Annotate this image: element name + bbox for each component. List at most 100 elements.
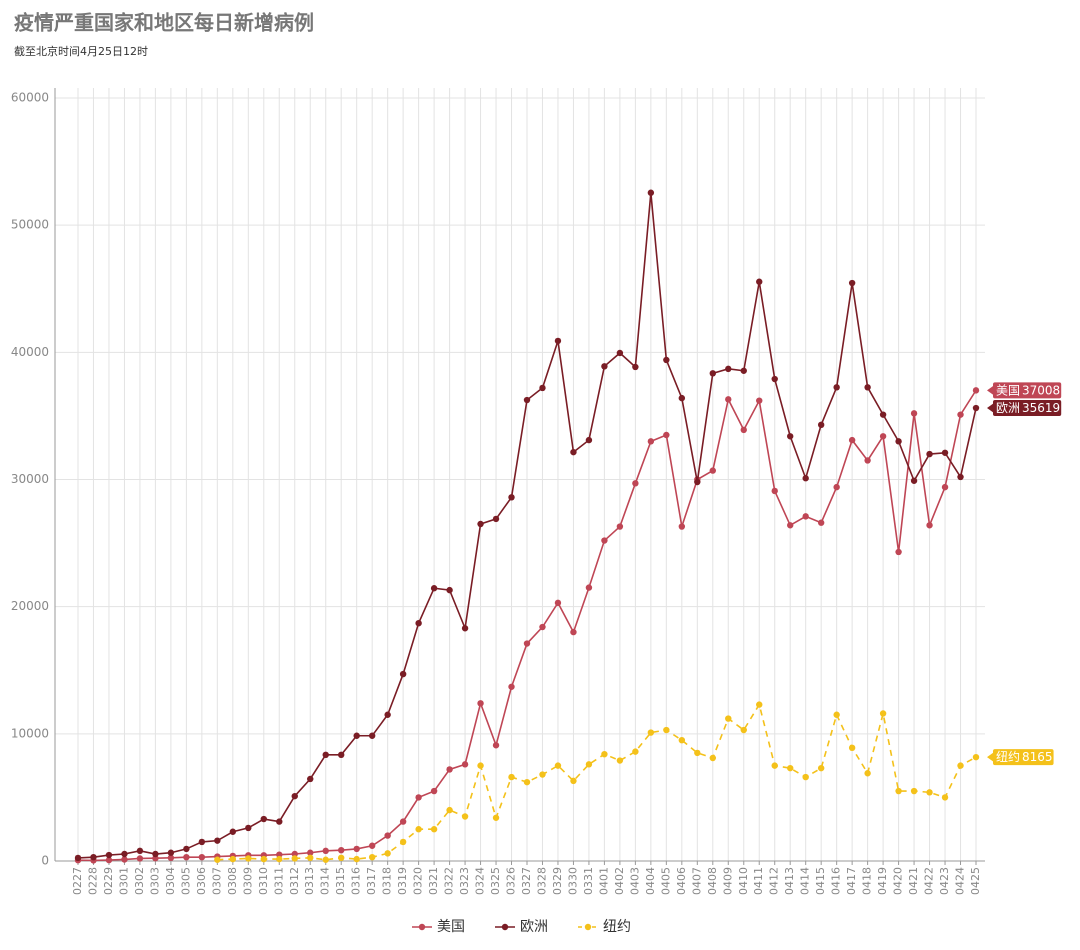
data-point [276,851,283,858]
data-point [276,855,283,863]
data-point [322,751,329,759]
end-label-name: 纽约 [996,749,1020,764]
data-point [663,431,670,439]
data-point [709,467,716,474]
x-tick-label: 0317 [365,867,378,895]
x-tick-label: 0324 [474,867,487,895]
data-point [368,842,376,849]
data-point [523,778,531,786]
data-point [105,856,113,864]
data-point [941,449,949,456]
data-point [461,625,469,632]
legend: 美国 欧洲 纽约 [412,919,631,935]
data-point [307,775,314,783]
data-point [508,494,515,501]
x-tick-label: 0330 [566,867,579,895]
data-point [864,457,871,464]
x-tick-label: 0307 [210,867,223,895]
x-tick-label: 0319 [396,867,409,895]
data-point [895,548,902,556]
x-tick-label: 0419 [876,867,889,895]
x-tick-label: 0404 [644,867,657,895]
data-point [291,855,298,862]
data-point [183,853,190,861]
x-tick-label: 0410 [737,867,750,895]
x-tick-label: 0327 [520,867,533,895]
data-point [570,777,577,785]
data-point [260,815,267,823]
legend-label: 欧洲 [520,919,548,935]
x-tick-label: 0320 [412,867,425,895]
x-tick-label: 0406 [675,867,688,895]
data-point [214,837,221,844]
data-point [307,854,314,862]
x-tick-label: 0228 [86,867,99,895]
data-point [430,585,438,592]
legend-label: 纽约 [603,919,631,935]
x-tick-label: 0304 [164,867,177,895]
data-point [368,853,376,861]
x-tick-label: 0306 [195,867,208,895]
data-point [415,619,422,627]
x-tick-label: 0229 [102,867,115,895]
data-point [322,856,329,863]
data-point [121,856,128,863]
data-point [740,426,747,434]
data-point [167,854,175,862]
data-point [972,404,980,412]
data-point [848,744,856,752]
data-point [601,750,608,758]
data-point [972,387,980,394]
x-tick-label: 0422 [923,867,936,895]
data-point [539,771,546,778]
data-point [910,787,918,795]
legend-dot [584,923,592,931]
data-point [663,726,670,734]
data-point [477,520,484,528]
data-point [260,855,267,863]
data-point [415,826,422,833]
data-point [152,850,159,858]
x-tick-label: 0425 [969,867,982,895]
data-point [554,599,562,607]
end-label: 纽约 8165 [987,749,1054,766]
data-point [198,853,206,861]
x-tick-label: 0402 [613,867,626,895]
end-label-value: 35619 [1022,401,1060,415]
end-label-text: 纽约 8165 [996,749,1053,764]
data-point [214,856,221,863]
x-tick-label: 0305 [179,867,192,895]
x-tick-label: 0407 [690,867,703,895]
y-tick-label: 10000 [11,726,49,740]
data-point [446,586,453,594]
data-point [585,584,593,591]
end-label: 美国 37008 [987,382,1062,399]
data-point [771,762,778,769]
x-tick-label: 0325 [489,867,502,895]
x-tick-label: 0405 [659,867,672,895]
y-tick-label: 50000 [11,218,49,232]
data-point [972,753,980,761]
data-point [616,757,624,764]
data-point [136,847,144,855]
data-point [879,710,887,717]
data-point [848,436,856,444]
data-point [647,438,655,445]
data-point [167,849,175,856]
data-point [198,838,206,846]
data-point [245,824,252,832]
data-point [523,640,531,647]
legend-dot [501,923,509,931]
data-point [926,450,933,458]
data-point [384,850,391,857]
data-point [632,748,639,755]
data-point [353,732,360,739]
x-tick-label: 0412 [768,867,781,895]
data-point [415,794,422,801]
x-tick-label: 0331 [582,867,595,895]
x-tick-label: 0420 [892,867,905,895]
x-tick-label: 0401 [597,867,610,895]
x-tick-label: 0315 [334,867,347,895]
data-point [787,522,794,529]
data-point [461,761,469,768]
